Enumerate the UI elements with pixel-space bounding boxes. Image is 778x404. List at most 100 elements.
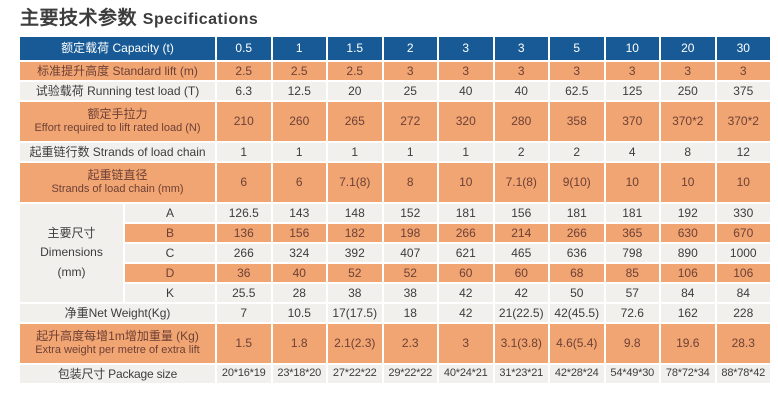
row-label-line: 净重Net Weight(Kg): [64, 305, 171, 320]
value-cell: 890: [659, 242, 717, 264]
value-cell: 3: [381, 60, 439, 82]
table-row: 试验载荷 Running test load (T) 6.3 12.5 20 25 40 4…: [18, 80, 772, 102]
value-cell: 52: [326, 262, 384, 284]
value-cell: 106: [714, 262, 772, 284]
value-cell: 27*22*22: [326, 363, 384, 385]
header-row: 额定载荷 Capacity (t) 0.5 1 1.5 2 3 3 5 10 20 30: [18, 35, 772, 62]
value-cell: 156: [270, 222, 328, 244]
value-cell: 7: [215, 302, 273, 324]
value-cell: 143: [270, 202, 328, 224]
value-cell: 60: [437, 262, 495, 284]
value-cell: 10: [714, 161, 772, 204]
value-cell: 72.6: [603, 302, 661, 324]
value-cell: 181: [603, 202, 661, 224]
value-cell: 148: [326, 202, 384, 224]
value-cell: 156: [492, 202, 550, 224]
value-cell: 10: [659, 161, 717, 204]
row-label-line: 包装尺寸 Package size: [57, 366, 178, 381]
value-cell: 465: [492, 242, 550, 264]
value-cell: 3: [548, 60, 606, 82]
row-label-cell: 起重链行数 Strands of load chain: [18, 141, 217, 163]
row-label-line: Effort required to lift rated load (N): [34, 122, 201, 135]
value-cell: 25: [381, 80, 439, 102]
row-label-line: (mm): [57, 264, 86, 279]
value-cell: 621: [437, 242, 495, 264]
row-label-line: Strands of load chain (mm): [51, 183, 184, 196]
value-cell: 152: [381, 202, 439, 224]
dimension-row: K 25.5 28 38 38 42 42 50 57 84 84: [19, 282, 772, 304]
spec-table: 额定载荷 Capacity (t) 0.5 1 1.5 2 3 3 5 10 20 30 标准提升高…: [18, 35, 772, 385]
value-cell: 36: [215, 262, 273, 284]
value-cell: 31*23*21: [492, 363, 550, 385]
value-cell: 1.8: [270, 322, 328, 365]
dimension-key-cell: B: [123, 222, 217, 244]
value-cell: 40: [492, 80, 550, 102]
value-cell: 210: [215, 100, 273, 143]
value-cell: 60: [492, 262, 550, 284]
value-cell: 28.3: [714, 322, 772, 365]
table-row: 额定手拉力 Effort required to lift rated load …: [18, 100, 772, 143]
value-cell: 10: [437, 161, 495, 204]
value-cell: 12.5: [270, 80, 328, 102]
table-row: 起重链直径 Strands of load chain (mm) 6 6 7.1(8) 8…: [18, 161, 772, 204]
value-cell: 266: [437, 222, 495, 244]
value-cell: 38: [326, 282, 384, 304]
value-cell: 6: [215, 161, 273, 204]
value-cell: 324: [270, 242, 328, 264]
value-cell: 3: [492, 60, 550, 82]
value-cell: 40*24*21: [437, 363, 495, 385]
row-label-cell: 包装尺寸 Package size: [18, 363, 217, 385]
value-cell: 2: [548, 141, 606, 163]
value-cell: 6: [270, 161, 328, 204]
value-cell: 20: [326, 80, 384, 102]
value-cell: 272: [381, 100, 439, 143]
dimension-row: 主要尺寸 Dimensions (mm) A 126.5 143 148 152 181 156 1…: [18, 202, 772, 304]
table-header: 额定载荷 Capacity (t) 0.5 1 1.5 2 3 3 5 10 20 30: [18, 35, 772, 62]
value-cell: 2.1(2.3): [326, 322, 384, 365]
capacity-value-cell: 20: [659, 35, 717, 62]
capacity-value-cell: 3: [492, 35, 550, 62]
value-cell: 40: [270, 262, 328, 284]
capacity-header-label: 额定载荷 Capacity (t): [18, 35, 217, 62]
value-cell: 29*22*22: [381, 363, 439, 385]
value-cell: 42(45.5): [548, 302, 606, 324]
value-cell: 370: [603, 100, 661, 143]
value-cell: 85: [603, 262, 661, 284]
value-cell: 228: [714, 302, 772, 324]
value-cell: 40: [437, 80, 495, 102]
value-cell: 136: [215, 222, 273, 244]
value-cell: 375: [714, 80, 772, 102]
capacity-value-cell: 10: [603, 35, 661, 62]
value-cell: 192: [659, 202, 717, 224]
value-cell: 8: [659, 141, 717, 163]
capacity-value-cell: 5: [548, 35, 606, 62]
dimension-key-cell: A: [123, 202, 217, 224]
value-cell: 3: [437, 60, 495, 82]
table-row: 净重Net Weight(Kg) 7 10.5 17(17.5) 18 42 21(22.5…: [18, 302, 772, 324]
value-cell: 7.1(8): [326, 161, 384, 204]
value-cell: 1: [326, 141, 384, 163]
row-label-line: 起升高度每增1m增加重量 (Kg): [36, 329, 199, 344]
value-cell: 7.1(8): [492, 161, 550, 204]
row-label-line: Extra weight per metre of extra lift: [35, 344, 200, 357]
row-label-line: 标准提升高度 Standard lift (m): [37, 63, 198, 78]
value-cell: 12: [714, 141, 772, 163]
value-cell: 10: [603, 161, 661, 204]
dimension-row: C 266 324 392 407 621 465 636 798 890 1000: [19, 242, 772, 264]
value-cell: 182: [326, 222, 384, 244]
table-row: 起升高度每增1m增加重量 (Kg) Extra weight per metre …: [18, 322, 772, 365]
dimension-row: D 36 40 52 52 60 60 68 85 106 106: [19, 262, 772, 284]
value-cell: 3: [437, 322, 495, 365]
value-cell: 1: [215, 141, 273, 163]
value-cell: 42: [437, 282, 495, 304]
value-cell: 18: [381, 302, 439, 324]
capacity-value-cell: 0.5: [215, 35, 273, 62]
value-cell: 1000: [714, 242, 772, 264]
value-cell: 25.5: [215, 282, 273, 304]
value-cell: 198: [381, 222, 439, 244]
value-cell: 50: [548, 282, 606, 304]
value-cell: 260: [270, 100, 328, 143]
value-cell: 1.5: [215, 322, 273, 365]
value-cell: 9(10): [548, 161, 606, 204]
value-cell: 8: [381, 161, 439, 204]
